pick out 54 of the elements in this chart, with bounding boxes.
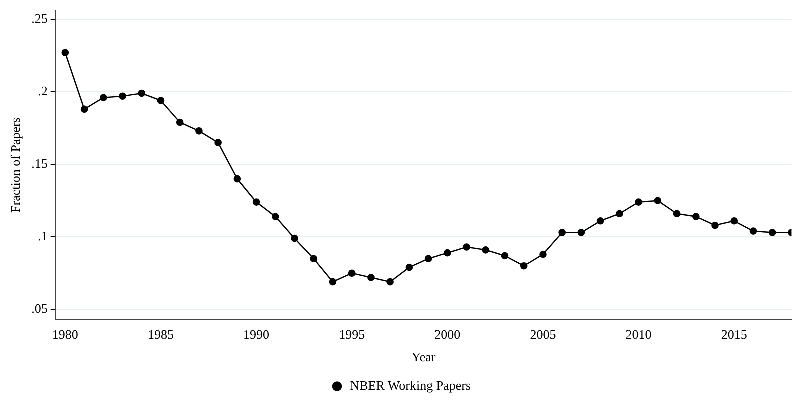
point — [482, 246, 490, 254]
point — [424, 255, 432, 263]
point — [406, 264, 414, 272]
point — [329, 278, 337, 286]
x-tick-label: 2005 — [530, 327, 556, 342]
point — [176, 118, 184, 126]
point — [348, 270, 356, 278]
y-tick-label: .25 — [32, 10, 48, 26]
point — [444, 249, 452, 257]
point — [119, 92, 126, 100]
legend-label: NBER Working Papers — [350, 378, 472, 393]
point — [310, 255, 318, 263]
point — [635, 198, 642, 206]
point — [520, 262, 528, 270]
point — [62, 49, 70, 57]
x-axis-title: Year — [412, 350, 436, 365]
point — [654, 197, 662, 204]
point — [196, 128, 203, 135]
point — [673, 210, 681, 218]
point — [291, 234, 298, 242]
point — [578, 229, 586, 236]
point — [386, 278, 394, 286]
point — [368, 274, 375, 282]
y-axis-title: Fraction of Papers — [8, 118, 24, 213]
point — [80, 106, 88, 114]
x-tick-label: 2000 — [434, 327, 461, 342]
point — [692, 213, 700, 220]
point — [138, 90, 146, 98]
y-tick-label: .2 — [38, 83, 48, 98]
point — [214, 139, 222, 146]
point — [157, 97, 165, 104]
point — [540, 250, 547, 258]
y-tick-label: .05 — [32, 301, 48, 316]
point — [252, 198, 260, 206]
x-tick-label: 1995 — [339, 327, 366, 342]
x-tick-label: 1985 — [148, 327, 174, 342]
point — [712, 222, 719, 230]
point — [616, 210, 624, 218]
x-tick-label: 2015 — [721, 327, 748, 342]
y-tick-label: .1 — [38, 228, 48, 244]
x-tick-label: 2010 — [626, 327, 652, 342]
point — [501, 252, 509, 260]
point — [272, 213, 280, 220]
point — [750, 228, 758, 235]
point — [596, 218, 604, 225]
y-tick-label: .15 — [32, 156, 48, 171]
point — [730, 218, 738, 225]
point — [463, 244, 470, 251]
point — [768, 229, 776, 236]
point — [100, 94, 108, 102]
point — [234, 175, 242, 183]
point — [558, 229, 566, 236]
x-tick-label: 1990 — [244, 327, 270, 342]
x-tick-label: 1980 — [52, 327, 78, 342]
